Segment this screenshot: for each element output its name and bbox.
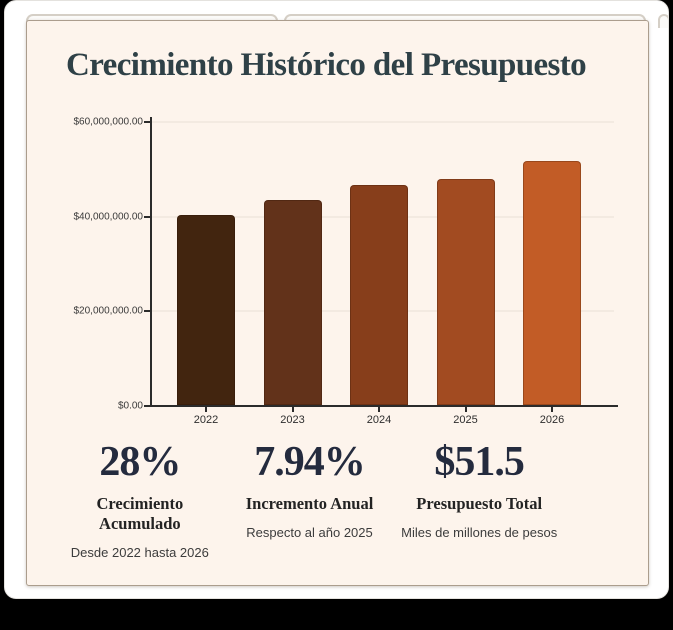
x-axis-label-2022: 2022 — [193, 413, 219, 426]
budget-card: Crecimiento Histórico del Presupuesto $0… — [26, 20, 649, 586]
stat-crecimiento-acumulado: 28% Crecimiento Acumulado Desde 2022 has… — [55, 439, 225, 560]
stat-label: Presupuesto Total — [416, 494, 543, 514]
x-axis-tick — [291, 406, 294, 412]
bar-2026[interactable] — [523, 161, 581, 405]
y-axis-tick — [144, 310, 150, 313]
y-axis-label: $20,000,000.00 — [73, 305, 143, 317]
stat-presupuesto-total: $51.5 Presupuesto Total Miles de millone… — [394, 439, 564, 560]
stat-incremento-anual: 7.94% Incremento Anual Respecto al año 2… — [225, 439, 395, 560]
x-axis-label-2025: 2025 — [453, 413, 478, 426]
budget-bar-chart: $0.00 $20,000,000.00 $40,000,000.00 $60,000… — [65, 115, 636, 427]
stat-value: 28% — [99, 438, 181, 485]
y-axis-tick — [144, 215, 150, 218]
bar-2025[interactable] — [436, 179, 495, 405]
x-axis-tick — [464, 406, 467, 412]
y-axis-tick — [144, 404, 150, 407]
bar-2024[interactable] — [350, 185, 408, 405]
y-axis-label: $40,000,000.00 — [73, 211, 143, 223]
stat-value: $51.5 — [434, 438, 524, 485]
x-axis-tick — [205, 406, 207, 412]
stats-row: 28% Crecimiento Acumulado Desde 2022 has… — [55, 439, 564, 560]
y-axis-tick — [144, 120, 150, 123]
x-axis-label-2026: 2026 — [539, 413, 565, 426]
y-axis-label: $60,000,000.00 — [73, 116, 143, 128]
stat-value: 7.94% — [254, 438, 365, 485]
x-axis-tick — [378, 406, 380, 412]
y-axis-line — [150, 116, 152, 407]
stat-sublabel: Respecto al año 2025 — [246, 525, 373, 541]
bar-2023[interactable] — [263, 199, 322, 405]
stat-sublabel: Desde 2022 hasta 2026 — [70, 545, 209, 561]
background-card-edge-right — [658, 14, 668, 28]
y-axis-label: $0.00 — [117, 400, 143, 412]
bar-2022[interactable] — [177, 214, 235, 405]
x-axis-line — [150, 404, 618, 407]
x-axis-tick — [551, 406, 553, 412]
stat-label: Crecimiento Acumulado — [96, 494, 184, 534]
window: Crecimiento Histórico del Presupuesto $0… — [4, 0, 669, 599]
x-axis-label-2023: 2023 — [280, 413, 305, 426]
x-axis-label-2024: 2024 — [366, 413, 392, 426]
stat-sublabel: Miles de millones de pesos — [401, 525, 558, 541]
gridline — [152, 120, 614, 123]
page-title: Crecimiento Histórico del Presupuesto — [66, 47, 587, 83]
stat-label: Incremento Anual — [245, 494, 374, 514]
